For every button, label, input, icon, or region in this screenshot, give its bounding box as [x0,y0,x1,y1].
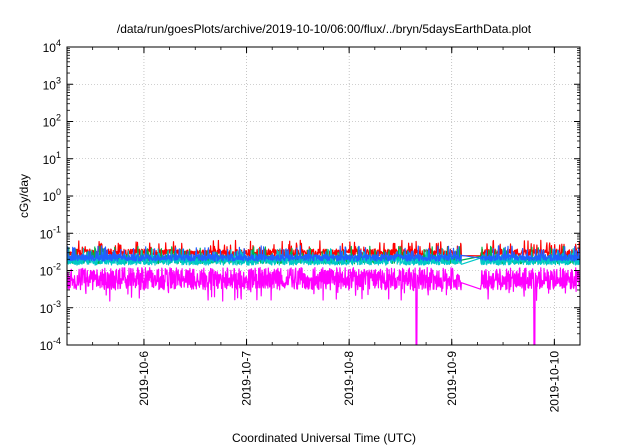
y-tick-label: 102 [43,113,61,130]
y-tick-label: 10-2 [40,262,61,279]
x-tick-label: 2019-10-8 [342,351,356,406]
series-line-5 [67,267,580,345]
y-tick-label: 10-3 [40,299,61,316]
y-tick-label: 10-1 [40,224,61,241]
y-tick-label: 104 [43,38,61,55]
x-axis-label: Coordinated Universal Time (UTC) [232,431,416,445]
y-tick-label: 101 [43,150,61,167]
chart-title: /data/run/goesPlots/archive/2019-10-10/0… [117,22,532,36]
x-tick-label: 2019-10-9 [445,351,459,406]
series-line-1 [67,239,580,258]
y-tick-label: 10-4 [40,336,61,353]
x-tick-label: 2019-10-10 [547,351,561,413]
series-layer [67,239,580,345]
y-axis-label: cGy/day [17,174,31,218]
y-axis: 10-4 10-3 10-2 10-1 100 101 102 103 104 [40,38,580,353]
y-tick-label: 103 [43,75,61,92]
y-tick-label: 100 [43,187,61,204]
x-axis: 2019-10-6 2019-10-7 2019-10-8 2019-10-9 2019… [66,47,581,413]
x-tick-label: 2019-10-6 [137,351,151,406]
series-line-4 [67,245,580,262]
x-tick-label: 2019-10-7 [240,351,254,406]
